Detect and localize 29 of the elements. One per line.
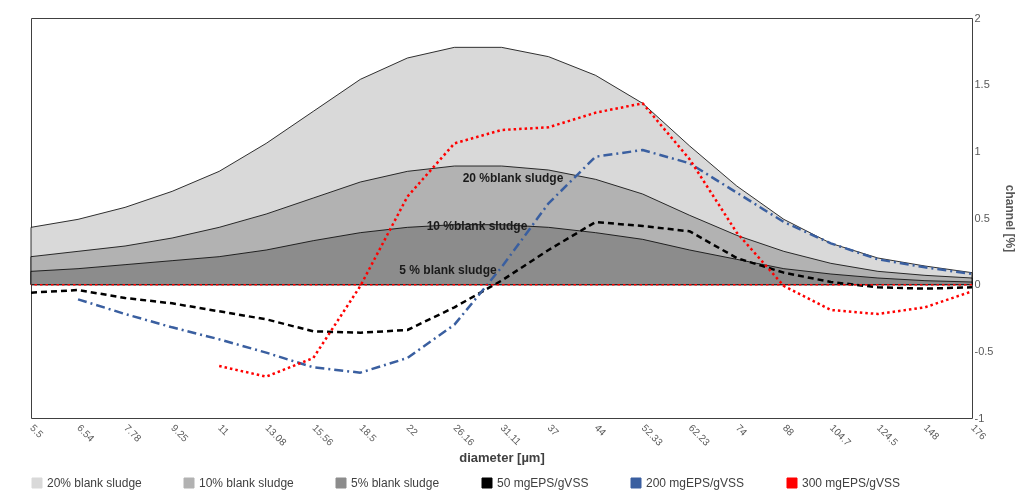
y-tick-label: 0 xyxy=(974,278,981,291)
y-tick-label: 1 xyxy=(974,144,981,157)
x-tick-label: 44 xyxy=(592,422,609,439)
x-tick-label: 22 xyxy=(404,422,421,439)
x-tick-label: 6.54 xyxy=(75,422,97,445)
y-tick-label: -0.5 xyxy=(974,344,994,357)
annotation: 20 %blank sludge xyxy=(462,171,564,185)
x-tick-label: 37 xyxy=(545,422,562,439)
y-axis-title: channel [%] xyxy=(1003,184,1018,253)
legend-label: 5% blank sludge xyxy=(351,476,440,490)
legend-label: 200 mgEPS/gVSS xyxy=(646,476,745,490)
x-tick-label: 176 xyxy=(968,422,989,443)
legend-label: 20% blank sludge xyxy=(47,476,143,490)
legend-label: 300 mgEPS/gVSS xyxy=(802,476,901,490)
line-series xyxy=(76,148,974,374)
x-tick-label: 5.5 xyxy=(27,422,46,441)
annotation: 5 % blank sludge xyxy=(399,263,498,277)
x-tick-label: 18.5 xyxy=(357,422,380,445)
x-axis-title: diameter [µm] xyxy=(459,449,545,465)
x-tick-label: 88 xyxy=(780,422,797,439)
legend-label: 10% blank sludge xyxy=(199,476,295,490)
y-tick-label: 2 xyxy=(974,11,981,24)
y-tick-label: 0.5 xyxy=(974,211,990,224)
x-tick-label: 74 xyxy=(733,422,750,439)
x-tick-label: 148 xyxy=(921,422,942,443)
x-tick-label: 11 xyxy=(216,422,232,438)
legend-label: 50 mgEPS/gVSS xyxy=(497,476,589,490)
y-tick-label: -1 xyxy=(974,411,985,424)
y-tick-label: 1.5 xyxy=(974,78,990,91)
